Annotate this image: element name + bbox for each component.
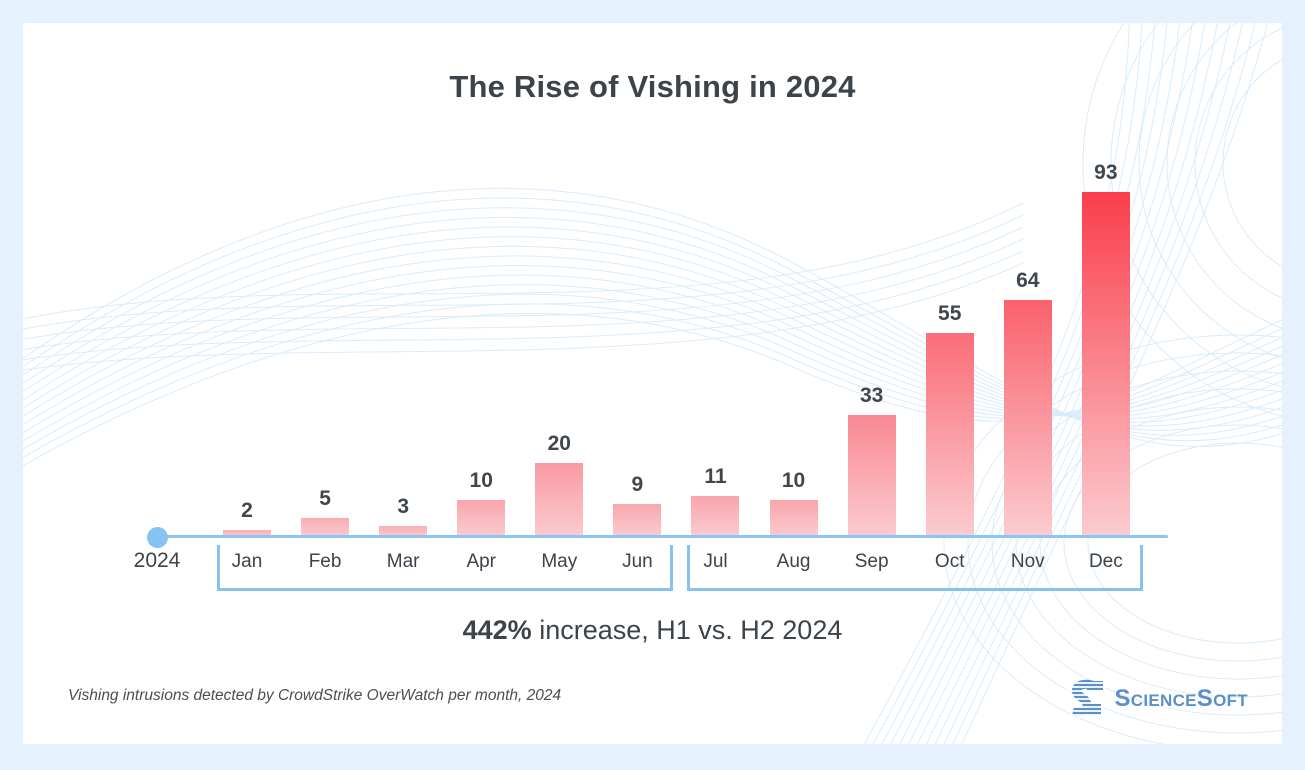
bar-aug	[769, 499, 818, 537]
month-label-may: May	[541, 551, 578, 572]
bar-value-label: 93	[1094, 161, 1118, 184]
summary-annotation: 442% increase, H1 vs. H2 2024	[23, 615, 1282, 646]
year-label: 2024	[133, 549, 181, 572]
bar-column-may: 20	[520, 153, 598, 537]
month-label-jan: Jan	[231, 551, 263, 572]
month-label-mar: Mar	[386, 551, 420, 572]
month-label-apr: Apr	[466, 551, 497, 572]
bar-column-jun: 9	[598, 153, 676, 537]
bar-column-apr: 10	[442, 153, 520, 537]
bar-column-mar: 3	[364, 153, 442, 537]
bar-column-aug: 10	[755, 153, 833, 537]
bar-column-sep: 33	[833, 153, 911, 537]
month-label-oct: Oct	[934, 551, 965, 572]
bar-value-label: 10	[469, 468, 493, 492]
bar-column-nov: 64	[989, 153, 1067, 537]
month-label-jul: Jul	[703, 551, 728, 572]
infographic-card: The Rise of Vishing in 2024 2 5 3 10 20 9 11 10…	[23, 23, 1282, 744]
bar-column-dec: 93	[1067, 153, 1145, 537]
bar-chart: 2 5 3 10 20 9 11 10 33 55 64 93	[208, 153, 1145, 537]
summary-text: increase, H1 vs. H2 2024	[531, 615, 843, 645]
bar-may	[535, 462, 584, 537]
bar-value-label: 11	[704, 465, 727, 489]
bar-value-label: 33	[859, 383, 884, 407]
bar-jul	[691, 496, 740, 537]
bar-value-label: 20	[547, 431, 571, 455]
sciencesoft-logo-text: ScienceSoft	[1114, 685, 1248, 712]
source-footnote: Vishing intrusions detected by CrowdStri…	[68, 687, 562, 704]
month-label-dec: Dec	[1088, 551, 1123, 572]
bar-column-feb: 5	[286, 153, 364, 537]
month-label-nov: Nov	[1010, 551, 1045, 572]
bar-nov	[1003, 299, 1052, 537]
month-labels-row: Jan Feb Mar Apr May Jun Jul Aug Sep Oct Nov Dec	[208, 551, 1145, 573]
bar-mar	[379, 525, 428, 537]
page-title: The Rise of Vishing in 2024	[449, 69, 856, 104]
bar-dec	[1081, 192, 1130, 537]
h2-group-bracket	[687, 545, 1143, 591]
bar-value-label: 55	[938, 301, 962, 325]
bar-value-label: 10	[781, 468, 806, 492]
bar-feb	[301, 518, 350, 537]
bar-sep	[847, 414, 896, 537]
sciencesoft-logo: ScienceSoft	[1066, 679, 1248, 719]
month-label-sep: Sep	[854, 551, 889, 572]
bar-jan	[223, 529, 271, 537]
bar-column-oct: 55	[911, 153, 989, 537]
h1-group-bracket	[217, 545, 673, 591]
bar-column-jan: 2	[208, 153, 286, 537]
bar-jun	[613, 503, 662, 537]
bar-value-label: 2	[241, 498, 253, 522]
bar-column-jul: 11	[676, 153, 754, 537]
bar-oct	[925, 332, 974, 537]
summary-highlight: 442%	[462, 615, 532, 645]
sciencesoft-logo-icon	[1066, 679, 1107, 716]
bar-value-label: 3	[397, 494, 409, 518]
bar-value-label: 5	[319, 487, 331, 511]
axis-origin-dot	[147, 527, 168, 548]
month-label-jun: Jun	[622, 551, 653, 572]
bar-apr	[457, 499, 506, 537]
month-label-feb: Feb	[308, 551, 342, 572]
month-label-aug: Aug	[776, 551, 811, 572]
x-axis-line	[157, 535, 1168, 538]
bar-value-label: 64	[1016, 268, 1040, 292]
bar-value-label: 9	[631, 472, 644, 496]
